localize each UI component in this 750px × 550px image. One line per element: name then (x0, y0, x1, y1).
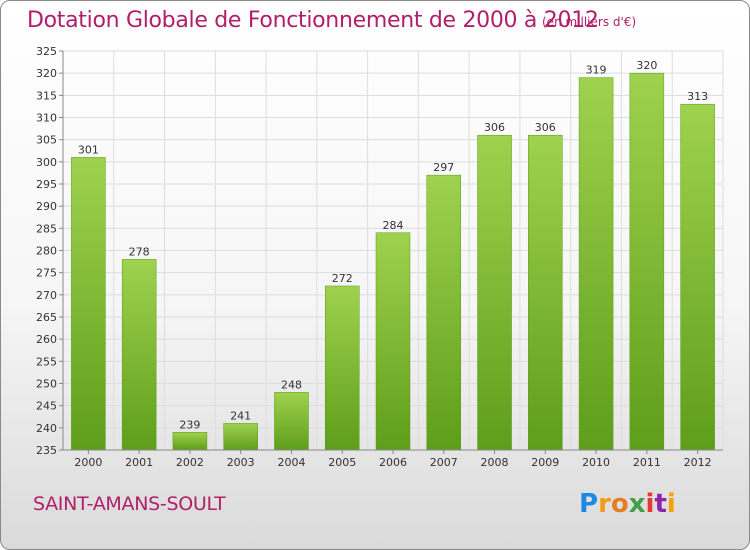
bar-2010 (578, 77, 614, 451)
data-label: 278 (129, 245, 150, 258)
x-tick-label: 2005 (328, 456, 356, 469)
data-label: 313 (687, 90, 708, 103)
labels: 235 240 245 250 255 260 265 270 275 280 285 290 295 3… (36, 45, 712, 469)
bar-2003 (223, 423, 258, 451)
logo-letter: i (645, 489, 655, 519)
bar-2000 (71, 157, 106, 451)
data-label: 297 (433, 161, 454, 174)
y-tick-label: 285 (36, 222, 57, 235)
bar-2006 (375, 232, 411, 451)
bar-2005 (324, 285, 360, 451)
y-tick-label: 290 (36, 200, 57, 213)
x-tick-label: 2001 (125, 456, 153, 469)
y-tick-label: 305 (36, 134, 57, 147)
y-tick-label: 300 (36, 156, 57, 169)
bar-2008 (477, 134, 512, 451)
x-tick-label: 2000 (74, 456, 102, 469)
x-tick-label: 2007 (430, 456, 458, 469)
x-tick-label: 2012 (684, 456, 712, 469)
bar-2001 (121, 259, 157, 451)
data-label: 241 (230, 409, 251, 422)
y-tick-label: 265 (36, 311, 57, 324)
data-label: 319 (586, 64, 607, 77)
bar-2009 (528, 134, 563, 451)
x-tick-label: 2011 (633, 456, 661, 469)
logo-letter: P (579, 489, 599, 519)
y-tick-label: 275 (36, 267, 57, 280)
x-tick-label: 2003 (227, 456, 255, 469)
bar-2002 (172, 432, 208, 451)
y-tick-label: 280 (36, 245, 57, 258)
y-tick-label: 255 (36, 355, 57, 368)
chart-subtitle: (en milliers d'€) (542, 15, 637, 29)
bars (71, 72, 715, 451)
y-tick-label: 270 (36, 289, 57, 302)
data-label: 306 (535, 121, 556, 134)
bar-2004 (274, 392, 309, 451)
bar-2011 (629, 72, 665, 451)
y-tick-label: 315 (36, 89, 57, 102)
x-tick-label: 2009 (531, 456, 559, 469)
chart-title: Dotation Globale de Fonctionnement de 20… (27, 8, 599, 33)
data-label: 239 (179, 418, 200, 431)
bar-2007 (426, 174, 462, 451)
data-label: 301 (78, 143, 99, 156)
logo-letter: o (610, 489, 629, 519)
data-label: 284 (383, 219, 404, 232)
y-tick-label: 240 (36, 422, 57, 435)
x-tick-label: 2008 (481, 456, 509, 469)
y-tick-label: 295 (36, 178, 57, 191)
y-tick-label: 245 (36, 400, 57, 413)
y-tick-label: 235 (36, 444, 57, 457)
x-tick-label: 2006 (379, 456, 407, 469)
logo-letter: r (598, 489, 611, 519)
y-tick-label: 325 (36, 45, 57, 58)
data-label: 248 (281, 378, 302, 391)
x-tick-label: 2010 (582, 456, 610, 469)
logo-letter: x (628, 489, 646, 519)
data-label: 320 (636, 59, 657, 72)
y-tick-label: 310 (36, 112, 57, 125)
logo-letter: t (654, 489, 667, 519)
commune-name: SAINT-AMANS-SOULT (33, 493, 226, 515)
y-tick-label: 260 (36, 333, 57, 346)
y-tick-label: 250 (36, 378, 57, 391)
x-tick-label: 2002 (176, 456, 204, 469)
x-tick-label: 2004 (277, 456, 305, 469)
data-label: 272 (332, 272, 353, 285)
axes (59, 50, 723, 454)
bar-2012 (680, 103, 715, 451)
logo-letter: i (666, 489, 676, 519)
y-tick-label: 320 (36, 67, 57, 80)
data-label: 306 (484, 121, 505, 134)
proxiti-logo: Proxiti (579, 489, 676, 519)
